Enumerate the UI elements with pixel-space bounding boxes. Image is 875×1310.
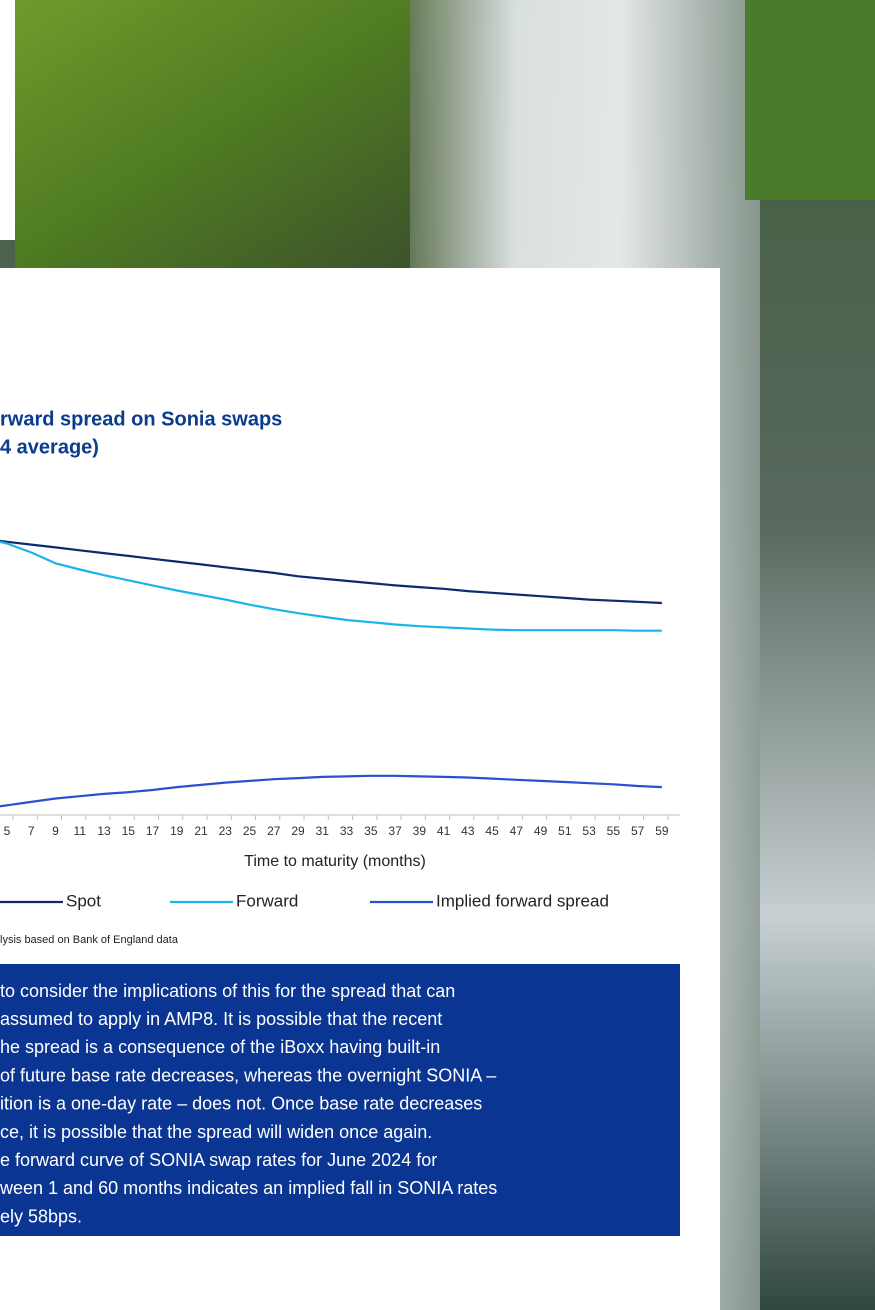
text-box: [0, 964, 680, 1236]
x-tick-label: 11: [74, 824, 87, 838]
x-axis-label: Time to maturity (months): [244, 853, 426, 870]
x-tick-label: 23: [219, 824, 233, 838]
x-tick-label: 21: [194, 824, 208, 838]
x-tick-label: 35: [364, 824, 378, 838]
series-line: [0, 539, 662, 605]
x-tick-label: 33: [340, 824, 354, 838]
x-tick-label: 57: [631, 824, 645, 838]
x-tick-label: 19: [170, 824, 184, 838]
body-text-line: ween 1 and 60 months indicates an implie…: [0, 1178, 497, 1198]
body-text-line: ce, it is possible that the spread will …: [0, 1122, 432, 1142]
x-tick-label: 31: [316, 824, 330, 838]
x-tick-label: 41: [437, 824, 451, 838]
x-tick-label: 13: [97, 824, 111, 838]
x-tick-label: 43: [461, 824, 475, 838]
legend-label: Implied forward spread: [436, 891, 609, 910]
x-tick-label: 27: [267, 824, 281, 838]
x-tick-label: 39: [413, 824, 427, 838]
legend-label: Spot: [66, 891, 101, 910]
chart-title: 4 average): [0, 436, 99, 458]
x-tick-label: 51: [558, 824, 572, 838]
x-tick-label: 55: [607, 824, 621, 838]
text-box-content: to consider the implications of this for…: [0, 981, 497, 1227]
body-text-line: assumed to apply in AMP8. It is possible…: [0, 1009, 442, 1029]
x-tick-label: 49: [534, 824, 548, 838]
x-tick-label: 5: [4, 824, 11, 838]
body-text-line: of future base rate decreases, whereas t…: [0, 1065, 496, 1085]
x-tick-label: 17: [146, 824, 160, 838]
body-text-line: ely 58bps.: [0, 1206, 82, 1226]
x-tick-label: 9: [52, 824, 59, 838]
body-text-line: ition is a one-day rate – does not. Once…: [0, 1094, 482, 1114]
series-line: [0, 540, 662, 632]
x-tick-label: 59: [655, 824, 669, 838]
x-tick-label: 37: [388, 824, 402, 838]
x-tick-label: 15: [122, 824, 136, 838]
x-tick-label: 25: [243, 824, 257, 838]
x-tick-label: 45: [485, 824, 499, 838]
x-tick-label: 29: [291, 824, 305, 838]
x-tick-label: 7: [28, 824, 35, 838]
legend-label: Forward: [236, 891, 298, 910]
body-text-line: e forward curve of SONIA swap rates for …: [0, 1150, 437, 1170]
chart-title: rward spread on Sonia swaps: [0, 408, 282, 430]
source-note: lysis based on Bank of England data: [0, 934, 179, 946]
x-tick-label: 47: [510, 824, 524, 838]
series-line: [0, 774, 662, 808]
body-text-line: he spread is a consequence of the iBoxx …: [0, 1037, 440, 1057]
x-tick-label: 53: [582, 824, 596, 838]
body-text-line: to consider the implications of this for…: [0, 981, 455, 1001]
